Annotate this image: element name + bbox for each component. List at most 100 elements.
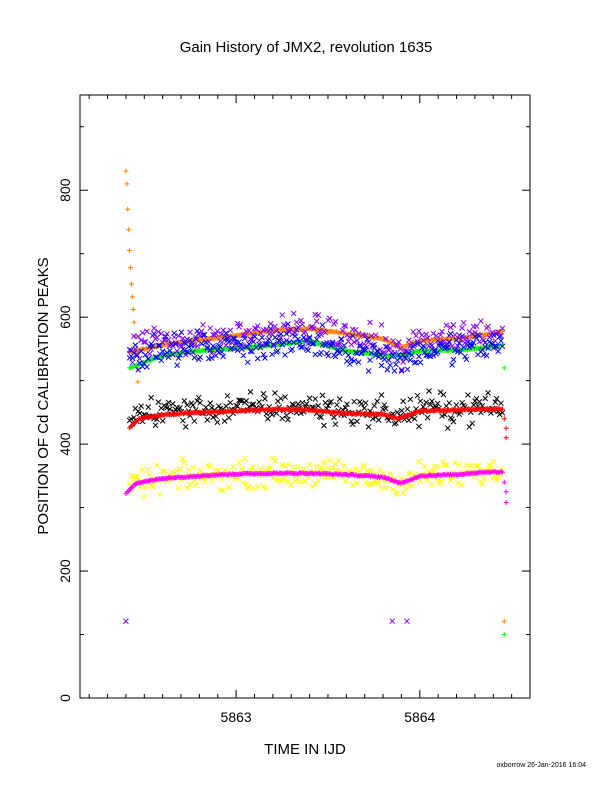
data-point (329, 339, 336, 346)
data-point (326, 315, 333, 322)
series-2 (127, 338, 507, 638)
data-point (141, 339, 147, 345)
data-point (254, 355, 261, 362)
data-point (447, 477, 454, 484)
data-point (352, 326, 359, 333)
data-point (135, 366, 142, 373)
data-point (177, 352, 183, 358)
data-point (272, 323, 278, 330)
data-point (257, 466, 264, 472)
data-point (130, 307, 136, 313)
data-point (167, 347, 173, 354)
data-point (342, 405, 349, 411)
data-point (503, 500, 509, 506)
data-point (408, 352, 415, 358)
data-point (236, 459, 242, 466)
data-point (334, 401, 340, 408)
data-point (469, 342, 476, 349)
data-point (260, 483, 267, 490)
data-point (263, 410, 270, 417)
data-point (155, 328, 162, 335)
series-4 (126, 321, 506, 374)
data-point (498, 469, 504, 475)
data-point (418, 332, 425, 339)
data-point (183, 410, 189, 416)
data-point (421, 463, 428, 470)
data-point (466, 328, 473, 335)
data-point (191, 354, 198, 361)
data-point (272, 390, 278, 396)
data-point (312, 396, 319, 402)
data-point (501, 479, 507, 485)
data-point (129, 355, 136, 361)
data-point (434, 400, 441, 407)
data-point (349, 421, 356, 428)
data-point (262, 355, 268, 361)
data-point (499, 325, 506, 332)
data-point (344, 401, 350, 408)
data-point (346, 334, 353, 341)
data-point (240, 352, 247, 359)
data-point (277, 478, 284, 485)
data-point (315, 332, 322, 338)
data-point (393, 361, 399, 368)
data-point (188, 342, 195, 349)
data-point (465, 392, 471, 398)
data-point (155, 342, 162, 349)
data-point (227, 327, 234, 334)
data-point (443, 322, 450, 329)
data-point (459, 333, 465, 339)
data-point (237, 341, 244, 348)
data-point (270, 341, 277, 348)
data-point (430, 468, 437, 475)
data-point (413, 359, 419, 366)
data-point (138, 337, 144, 344)
data-point (184, 348, 191, 355)
data-point (336, 396, 343, 402)
data-point (279, 415, 286, 422)
data-point (403, 355, 409, 362)
data-point (364, 468, 370, 475)
data-point (243, 398, 250, 404)
data-point (221, 336, 228, 343)
data-point (125, 206, 131, 212)
data-point (463, 462, 470, 469)
data-point (450, 356, 457, 363)
data-point (325, 352, 332, 359)
data-point (416, 328, 422, 334)
data-point (282, 352, 288, 358)
data-point (338, 336, 345, 343)
data-point (220, 353, 227, 360)
data-point (453, 402, 460, 408)
data-point (408, 483, 415, 490)
data-point (178, 329, 185, 336)
data-point (275, 347, 281, 354)
data-point (302, 478, 309, 485)
data-point (124, 181, 130, 187)
data-point (162, 333, 169, 340)
data-point (267, 320, 274, 327)
data-point (217, 343, 224, 350)
data-point (207, 463, 214, 470)
data-point (498, 337, 504, 344)
data-point (250, 338, 257, 345)
data-point (175, 355, 182, 361)
data-point (227, 399, 234, 406)
data-point (430, 352, 437, 359)
data-points (123, 168, 509, 638)
data-point (192, 482, 199, 488)
data-point (375, 480, 382, 486)
data-point (218, 349, 225, 355)
data-point (142, 484, 149, 491)
y-tick-labels: 0 200 400 600 800 (57, 178, 73, 702)
y-axis-label: POSITION OF Cd CALIBRATION PEAKS (35, 257, 52, 534)
data-point (349, 482, 356, 488)
data-point (359, 345, 366, 352)
data-point (482, 339, 489, 346)
data-point (204, 345, 211, 352)
data-point (302, 336, 309, 343)
data-point (439, 328, 445, 335)
data-point (180, 346, 186, 353)
data-point (365, 368, 372, 374)
data-point (246, 341, 252, 347)
